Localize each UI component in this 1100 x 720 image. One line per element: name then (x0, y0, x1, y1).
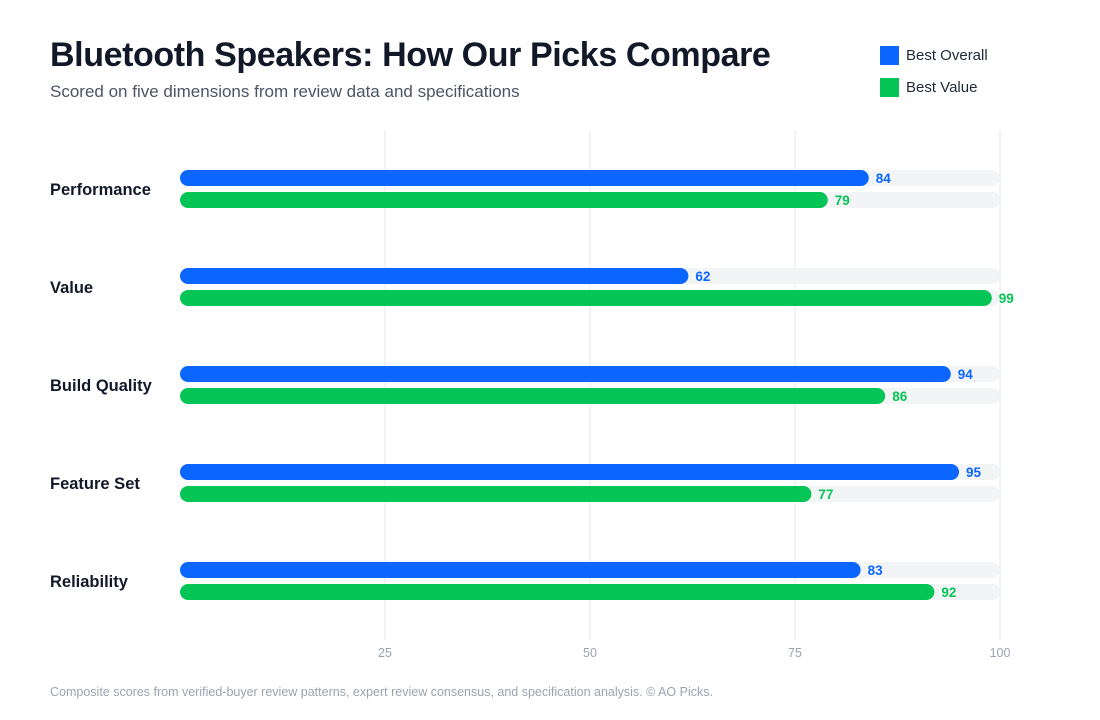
legend-item-best-overall: Best Overall (880, 45, 988, 65)
legend-label-best-overall: Best Overall (906, 46, 988, 64)
bar-value-best-overall (180, 268, 689, 284)
category-label-value: Value (50, 279, 93, 297)
x-tick-label-50: 50 (583, 646, 597, 660)
data-label-value-best-overall: 62 (695, 269, 710, 284)
data-label-feature-set-best-overall: 95 (966, 465, 982, 480)
bar-performance-best-value (180, 192, 828, 208)
chart-subtitle: Scored on five dimensions from review da… (50, 82, 520, 101)
bar-value-best-value (180, 290, 992, 306)
data-label-performance-best-overall: 84 (876, 171, 892, 186)
bar-feature-set-best-overall (180, 464, 959, 480)
data-label-build-quality-best-overall: 94 (958, 367, 974, 382)
category-label-reliability: Reliability (50, 573, 129, 591)
legend-item-best-value: Best Value (880, 77, 988, 97)
data-label-value-best-value: 99 (999, 291, 1014, 306)
x-tick-label-75: 75 (788, 646, 802, 660)
legend: Best Overall Best Value (880, 45, 988, 109)
data-label-reliability-best-overall: 83 (868, 563, 884, 578)
category-label-build-quality: Build Quality (50, 377, 153, 395)
category-label-performance: Performance (50, 181, 151, 199)
data-label-performance-best-value: 79 (835, 193, 850, 208)
bar-build-quality-best-overall (180, 366, 951, 382)
bar-feature-set-best-value (180, 486, 812, 502)
bar-performance-best-overall (180, 170, 869, 186)
bar-reliability-best-overall (180, 562, 861, 578)
chart-footnote: Composite scores from verified-buyer rev… (50, 685, 713, 699)
category-label-feature-set: Feature Set (50, 475, 140, 493)
bar-build-quality-best-value (180, 388, 886, 404)
legend-swatch-best-value (880, 77, 899, 97)
data-label-build-quality-best-value: 86 (892, 389, 908, 404)
legend-label-best-value: Best Value (906, 78, 978, 96)
x-tick-label-100: 100 (990, 646, 1011, 660)
bar-reliability-best-value (180, 584, 935, 600)
data-label-feature-set-best-value: 77 (818, 487, 833, 502)
x-tick-label-25: 25 (378, 646, 392, 660)
legend-swatch-best-overall (880, 45, 899, 65)
data-label-reliability-best-value: 92 (941, 585, 956, 600)
chart-title: Bluetooth Speakers: How Our Picks Compar… (50, 36, 771, 74)
